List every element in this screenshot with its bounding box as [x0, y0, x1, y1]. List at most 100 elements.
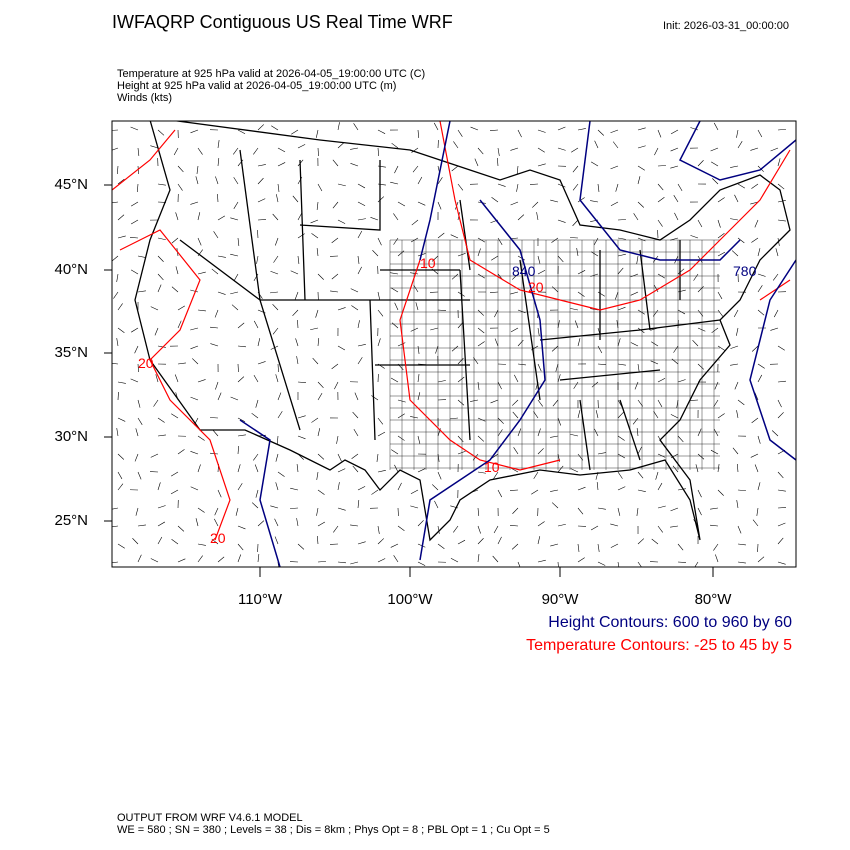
wind-barb: [137, 471, 142, 480]
lat-label: 35°N: [54, 344, 88, 361]
wind-barb: [413, 285, 419, 293]
wind-barb: [697, 327, 706, 332]
wind-barb: [316, 201, 319, 210]
wind-barb: [574, 320, 579, 329]
wind-barb: [317, 561, 326, 563]
wind-barb: [490, 129, 499, 131]
wind-barb: [212, 429, 219, 437]
wind-barb: [517, 339, 524, 347]
wind-barb: [157, 434, 166, 437]
wind-barb: [251, 412, 259, 419]
wind-barb: [477, 538, 484, 545]
wind-barb: [134, 453, 139, 462]
wind-barb: [697, 160, 704, 167]
wind-barb: [490, 399, 499, 404]
wind-barb: [517, 428, 522, 437]
wind-barb: [290, 507, 299, 509]
wind-barb: [777, 380, 786, 383]
wind-barb: [736, 129, 739, 138]
wind-barb: [393, 555, 399, 563]
wind-barb: [253, 374, 259, 383]
wind-barb: [717, 251, 726, 257]
wind-barb: [230, 396, 239, 401]
wind-barb: [134, 345, 139, 354]
wind-barb: [677, 488, 686, 491]
wind-barb: [370, 217, 379, 221]
wind-barb: [357, 255, 360, 264]
wind-barb: [394, 302, 399, 311]
wind-barb: [296, 356, 299, 365]
wind-barb: [277, 363, 279, 373]
wind-barb: [190, 396, 199, 401]
wind-barb: [130, 236, 139, 239]
wind-barb: [676, 399, 679, 408]
temp-label: 20: [528, 279, 544, 295]
wind-barb: [736, 327, 739, 336]
wind-barb: [457, 450, 466, 455]
wind-barb: [412, 165, 419, 173]
wind-barb: [571, 147, 579, 153]
temp-label: 10: [484, 459, 500, 475]
wind-barb: [357, 500, 360, 509]
wind-barb: [693, 273, 699, 281]
wind-barb: [697, 309, 704, 317]
wind-barb: [433, 122, 439, 131]
wind-barb: [537, 521, 545, 527]
wind-barb: [297, 319, 299, 329]
wind-barb: [253, 453, 259, 461]
wind-barb: [377, 558, 386, 563]
wind-barb: [637, 561, 642, 567]
wind-barb: [670, 129, 679, 135]
wind-barb: [237, 322, 245, 329]
wind-barb: [337, 307, 346, 311]
wind-barb: [177, 525, 185, 532]
wind-barb: [777, 561, 786, 565]
wind-barb: [157, 536, 163, 545]
wind-barb: [337, 482, 340, 491]
wind-barb: [397, 525, 405, 531]
wind-barb: [714, 381, 719, 390]
wind-barb: [537, 536, 541, 545]
wind-barb: [577, 410, 581, 419]
wind-barb: [274, 237, 279, 246]
wind-barb: [377, 525, 380, 534]
wind-barb: [717, 233, 725, 239]
wind-barb: [615, 183, 619, 192]
wind-barb: [751, 345, 759, 352]
wind-barb: [113, 291, 119, 299]
wind-barb: [177, 320, 182, 329]
wind-barb: [197, 237, 202, 246]
wind-barb: [497, 417, 504, 424]
wind-barb: [493, 525, 499, 534]
wind-barb: [657, 377, 666, 383]
wind-barb: [517, 309, 526, 314]
height-label: 840: [512, 263, 536, 279]
wind-barb: [617, 338, 621, 347]
wind-barb: [291, 129, 299, 135]
wind-barb: [711, 161, 719, 167]
wind-barb: [397, 435, 405, 441]
wind-barb: [697, 453, 705, 460]
wind-barb: [777, 345, 785, 351]
lon-label: 90°W: [541, 591, 579, 608]
wind-barb: [157, 521, 166, 527]
wind-barb: [417, 345, 420, 354]
wind-barb: [131, 327, 139, 333]
wind-barb: [157, 417, 165, 423]
wind-barb: [754, 392, 759, 401]
lon-label: 100°W: [387, 591, 433, 608]
wind-barb: [657, 219, 663, 227]
wind-barb: [551, 237, 559, 243]
wind-barb: [417, 374, 420, 383]
model-config: WE = 580 ; SN = 380 ; Levels = 38 ; Dis …: [117, 824, 550, 836]
wind-barb: [257, 219, 267, 221]
wind-barb: [157, 237, 166, 241]
wind-barb: [391, 322, 399, 329]
field-height: Height at 925 hPa valid at 2026-04-05_19…: [117, 80, 397, 92]
wind-barb: [237, 237, 240, 246]
wind-barb: [637, 176, 641, 185]
wind-barb: [577, 128, 586, 131]
wind-barb: [297, 212, 303, 221]
wind-barb: [597, 291, 605, 297]
wind-barb: [557, 417, 562, 426]
